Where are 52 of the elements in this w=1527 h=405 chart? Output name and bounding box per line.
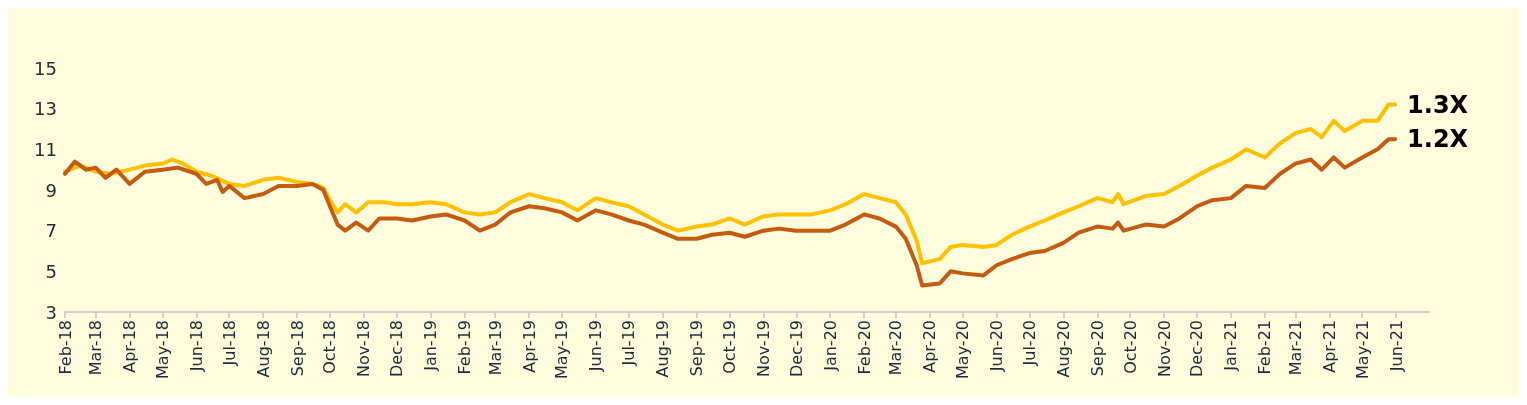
x-tick-label: May-18 — [152, 320, 172, 379]
x-tick-label: Feb-18 — [55, 320, 75, 375]
x-tick-label: Dec-20 — [1187, 320, 1207, 378]
x-tick-label: Feb-19 — [455, 320, 475, 375]
annotation: 1.2X — [1407, 125, 1469, 154]
annotation: 1.3X — [1407, 90, 1469, 119]
x-tick-label: Sep-18 — [287, 320, 307, 377]
x-tick-label: May-20 — [953, 320, 973, 379]
x-tick-label: Jan-21 — [1221, 320, 1241, 372]
x-tick-label: Aug-18 — [253, 320, 273, 378]
x-tick-label: Apr-21 — [1319, 320, 1339, 373]
x-tick-label: Dec-19 — [786, 320, 806, 378]
x-tick-label: Apr-18 — [120, 320, 140, 373]
x-tick-label: Oct-20 — [1120, 320, 1140, 374]
x-tick-label: Jun-21 — [1386, 320, 1406, 373]
x-tick-label: Mar-18 — [86, 320, 106, 376]
x-tick-label: Aug-19 — [653, 320, 673, 378]
x-tick-label: Jan-20 — [820, 320, 840, 372]
y-tick-label: 5 — [45, 260, 57, 282]
y-tick-label: 9 — [45, 179, 57, 201]
x-tick-label: Nov-19 — [753, 320, 773, 377]
y-tick-label: 15 — [34, 57, 57, 79]
x-tick-label: Mar-20 — [886, 320, 906, 376]
y-tick-label: 11 — [34, 138, 57, 160]
x-tick-label: Dec-18 — [387, 320, 407, 378]
line-series — [63, 137, 1398, 288]
x-tick-label: Sep-20 — [1087, 320, 1107, 377]
x-tick-label: Apr-20 — [920, 320, 940, 373]
x-tick-label: Aug-20 — [1053, 320, 1073, 378]
x-tick-label: Sep-19 — [687, 320, 707, 377]
x-tick-label: Mar-19 — [485, 320, 505, 376]
x-tick-label: May-21 — [1352, 320, 1372, 379]
x-tick-label: Jul-18 — [219, 320, 239, 367]
x-tick-label: Feb-20 — [854, 320, 874, 375]
x-tick-label: Oct-19 — [719, 320, 739, 374]
x-tick-label: Nov-20 — [1154, 320, 1174, 377]
x-tick-label: Oct-18 — [320, 320, 340, 374]
y-tick-label: 3 — [45, 301, 57, 323]
x-tick-label: Jan-19 — [421, 320, 441, 372]
x-tick-label: Jul-20 — [1019, 320, 1039, 367]
y-tick-label: 7 — [45, 220, 57, 242]
x-tick-label: May-19 — [552, 320, 572, 379]
x-tick-label: Feb-21 — [1255, 320, 1275, 375]
x-tick-label: Nov-18 — [354, 320, 374, 377]
line-series — [63, 102, 1398, 266]
x-tick-label: Jun-20 — [987, 320, 1007, 373]
y-tick-label: 13 — [34, 98, 57, 120]
x-tick-label: Mar-21 — [1285, 320, 1305, 376]
x-tick-label: Jun-19 — [586, 320, 606, 373]
x-tick-label: Jun-18 — [186, 320, 206, 373]
x-tick-label: Apr-19 — [519, 320, 539, 373]
x-tick-label: Jul-19 — [619, 320, 639, 367]
